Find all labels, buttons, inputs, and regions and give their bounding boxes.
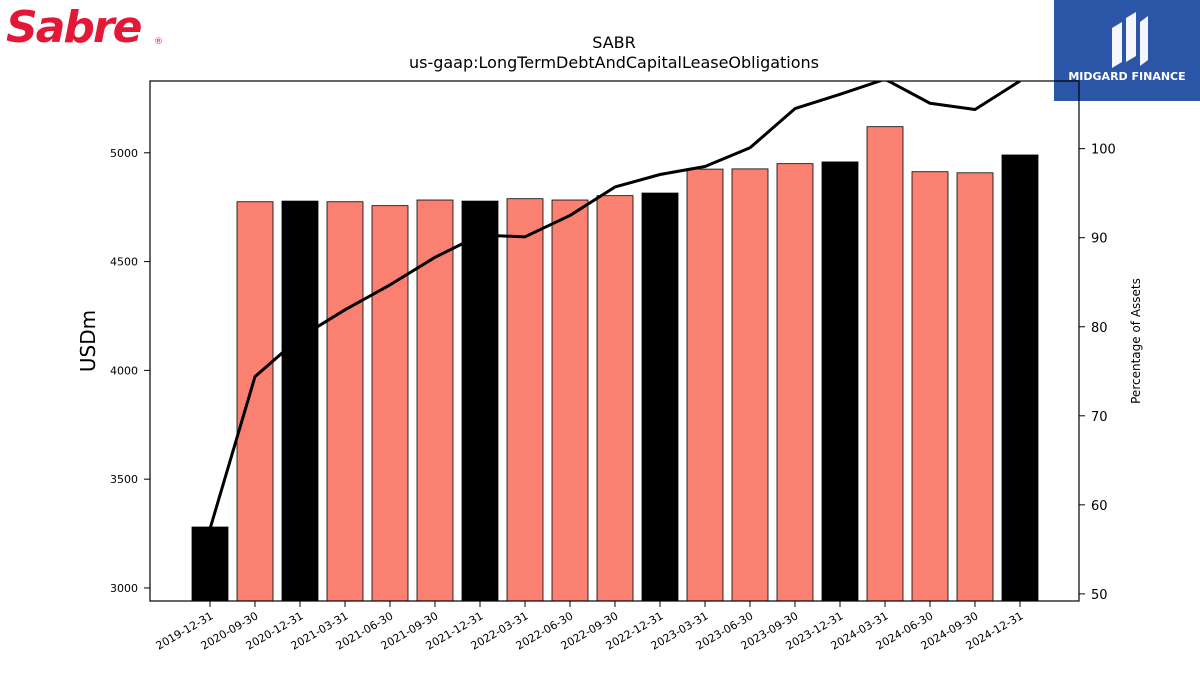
bar-2021-06-30 [371, 205, 409, 602]
y-tick-label: 4500 [110, 256, 138, 269]
percentage-of-assets-line [208, 81, 1021, 530]
bar-2020-09-30 [236, 201, 274, 602]
y-tick-label: 5000 [110, 147, 138, 160]
y-axis-label: USDm [76, 310, 100, 372]
midgard-finance-logo: MIDGARD FINANCE [1054, 0, 1200, 101]
y-tick-label: 3500 [110, 473, 138, 486]
bar-2023-03-31 [686, 168, 724, 602]
bar-2021-09-30 [416, 199, 454, 602]
line-series [208, 81, 1021, 530]
y-axis-right: 50 60 70 80 90 100 [1079, 143, 1116, 603]
y-tick-label: 3000 [110, 582, 138, 595]
y2-tick-label: 50 [1091, 588, 1108, 603]
x-axis: 2019-12-312020-09-302020-12-312021-03-31… [154, 601, 1026, 653]
bar-2024-09-30 [956, 172, 994, 602]
sabre-logo-trademark: ® [154, 37, 163, 47]
bar-2022-09-30 [596, 195, 634, 602]
bar-2022-12-31 [641, 192, 679, 602]
bar-2024-12-31 [1001, 154, 1039, 602]
bar-2024-06-30 [911, 171, 949, 602]
bar-2023-09-30 [776, 163, 814, 602]
y2-tick-label: 70 [1091, 410, 1108, 425]
bar-series [191, 126, 1039, 602]
y2-tick-label: 60 [1091, 499, 1108, 514]
bar-2023-12-31 [821, 161, 859, 602]
y2-axis-label: Percentage of Assets [1129, 278, 1143, 404]
bar-2023-06-30 [731, 168, 769, 602]
y2-tick-label: 90 [1091, 232, 1108, 247]
bar-2022-03-31 [506, 198, 544, 602]
y2-tick-label: 80 [1091, 321, 1108, 336]
bar-2022-06-30 [551, 199, 589, 602]
bar-2024-03-31 [866, 126, 904, 602]
bar-2019-12-31 [191, 526, 229, 602]
chart-subtitle: us-gaap:LongTermDebtAndCapitalLeaseOblig… [409, 53, 819, 72]
midgard-finance-label: MIDGARD FINANCE [1068, 70, 1185, 83]
y-tick-label: 4000 [110, 364, 138, 377]
y2-tick-label: 100 [1091, 143, 1116, 158]
chart-title: SABR [592, 33, 636, 52]
bar-2021-12-31 [461, 200, 499, 602]
bar-2021-03-31 [326, 201, 364, 602]
bar-2020-12-31 [281, 200, 319, 602]
sabre-logo: Sabre ® [6, 2, 163, 52]
sabre-logo-wordmark: Sabre [6, 2, 142, 52]
midgard-emblem-icon: MIDGARD FINANCE [1068, 12, 1186, 83]
y-axis-left: 3000 3500 4000 4500 5000 [110, 147, 150, 595]
